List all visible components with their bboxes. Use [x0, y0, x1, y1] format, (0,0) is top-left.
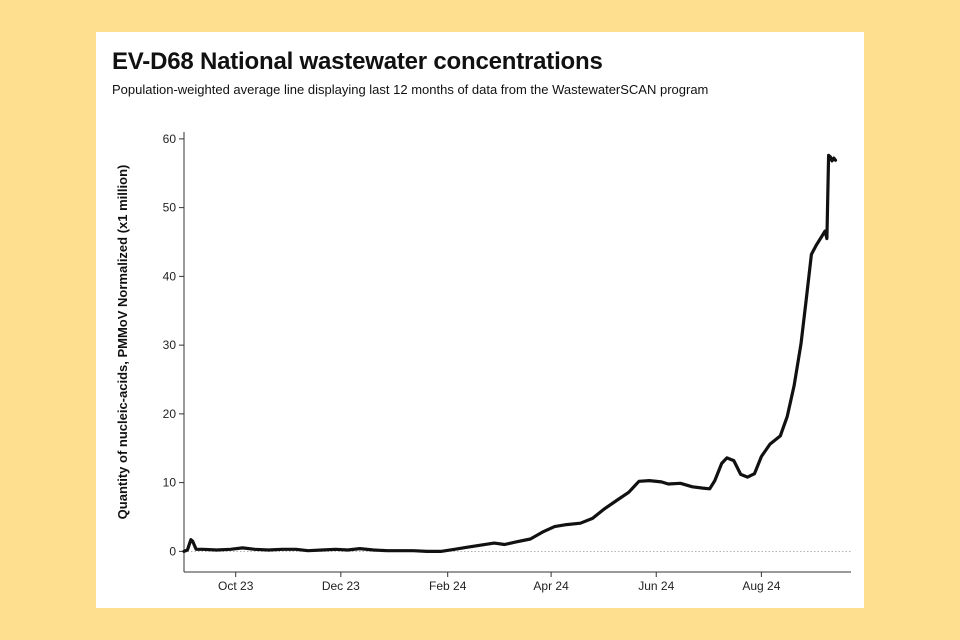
chart-card: EV-D68 National wastewater concentration… [96, 32, 864, 608]
x-tick-label: Feb 24 [429, 579, 467, 593]
y-tick-label: 60 [163, 132, 177, 146]
x-tick-label: Aug 24 [742, 579, 780, 593]
y-axis-title: Quantity of nucleic-acids, PMMoV Normali… [115, 165, 130, 520]
x-tick-label: Apr 24 [533, 579, 569, 593]
y-tick-label: 20 [163, 407, 177, 421]
y-axis: 0 10 20 30 40 50 60 [163, 132, 185, 572]
series-line [182, 153, 838, 553]
x-tick-label: Dec 23 [322, 579, 360, 593]
y-tick-label: 40 [163, 269, 177, 283]
x-tick-label: Oct 23 [218, 579, 254, 593]
y-tick-label: 50 [163, 201, 177, 215]
line-chart: 0 10 20 30 40 50 60 Oct 23 Dec 23 Feb 24 Apr 24 Ju… [115, 132, 851, 593]
x-tick-label: Jun 24 [638, 579, 674, 593]
chart-title: EV-D68 National wastewater concentration… [112, 48, 603, 75]
y-tick-label: 0 [169, 544, 176, 558]
y-tick-label: 30 [163, 338, 177, 352]
x-axis: Oct 23 Dec 23 Feb 24 Apr 24 Jun 24 Aug 24 [184, 571, 851, 593]
chart-subtitle: Population-weighted average line display… [112, 82, 709, 97]
y-tick-label: 10 [163, 476, 177, 490]
